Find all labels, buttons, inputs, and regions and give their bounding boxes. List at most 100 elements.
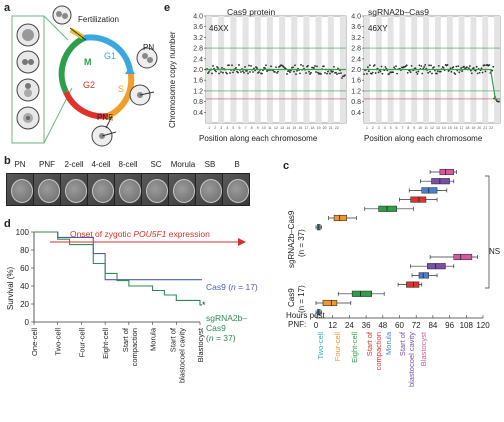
y-tick-label: 80 xyxy=(20,246,29,255)
plot1-xlabel: Position along each chromosome xyxy=(199,134,318,143)
copy-number-point xyxy=(436,70,439,73)
copy-number-point xyxy=(395,65,397,68)
group-label-cas9: Cas9 xyxy=(287,288,296,307)
box-morula xyxy=(421,187,438,194)
panel-label-d: d xyxy=(4,218,11,230)
copy-number-point xyxy=(275,66,277,69)
copy-number-point xyxy=(463,65,465,68)
copy-number-point xyxy=(277,70,279,73)
copy-number-point xyxy=(336,73,338,76)
y-tick-label: 3.6 xyxy=(351,24,361,31)
y-tick-label: 3.2 xyxy=(193,35,203,42)
copy-number-point xyxy=(333,65,335,68)
phase-g1-label: G1 xyxy=(104,51,117,61)
chromosome-tick-label: 8 xyxy=(407,126,409,130)
y-tick-label: 1.2 xyxy=(193,88,203,95)
copy-number-point xyxy=(468,65,471,67)
copy-number-point xyxy=(208,70,210,73)
copy-number-point xyxy=(217,67,219,69)
panel-label-a: a xyxy=(4,2,11,14)
copy-number-point xyxy=(458,71,461,74)
copy-number-point xyxy=(450,70,453,73)
x-tick-group: Four-cell xyxy=(77,328,86,358)
box-start-of-blastocoel-cavity xyxy=(427,263,446,270)
embryo-image-8cell xyxy=(114,173,142,206)
copy-number-point xyxy=(427,71,430,74)
copy-number-point xyxy=(226,72,228,75)
x-tick-label: One-cell xyxy=(30,328,39,356)
sg-series-label: sgRNA2b– Cas9 (n = 37) xyxy=(206,313,248,343)
chromosome-tick-label: 3 xyxy=(378,126,380,130)
stage-label-pn: PN xyxy=(14,160,26,169)
copy-number-point xyxy=(207,72,209,75)
group-n-cas9: (n = 17) xyxy=(297,285,306,313)
copy-number-point xyxy=(476,72,479,75)
copy-number-point xyxy=(308,70,310,73)
copy-number-point xyxy=(454,73,457,76)
copy-number-point xyxy=(433,66,435,68)
survival-chart: 0 20 40 60 80 100 One-cell Two-cell Four-cell Eig… xyxy=(16,228,246,383)
copy-number-point xyxy=(332,70,334,73)
cell-cycle-diagram xyxy=(11,5,158,147)
copy-number-point xyxy=(452,66,455,68)
copy-number-point xyxy=(392,71,395,74)
y-tick-label: 3.2 xyxy=(351,35,361,42)
group-label-sgrna: sgRNA2b–Cas9 xyxy=(287,210,296,268)
copy-number-point xyxy=(480,67,483,70)
chromosome-tick-label: 20 xyxy=(477,126,481,130)
onset-arrow-head xyxy=(238,238,246,246)
copy-number-point xyxy=(320,73,322,75)
x-tick-group: Start of compaction xyxy=(121,327,139,366)
x-tick-label: Eight-cell xyxy=(101,328,110,359)
box-start-of-compaction xyxy=(406,281,420,288)
copy-number-point xyxy=(435,72,438,75)
y-tick-label: 1.2 xyxy=(351,88,361,95)
copy-number-point xyxy=(249,71,251,73)
y-tick-label: 1.6 xyxy=(193,78,203,85)
stage-label: Start of xyxy=(365,331,374,356)
chromosome-tick-label: 22 xyxy=(489,126,493,130)
copy-number-point xyxy=(460,67,463,69)
x-tick-label: 36 xyxy=(362,321,371,330)
chromosome-tick-label: 6 xyxy=(239,126,241,130)
x-tick-label: 12 xyxy=(328,321,337,330)
copy-number-point xyxy=(446,64,449,66)
cas9-series-label: Cas9 (n = 17) xyxy=(206,282,258,292)
copy-number-segment xyxy=(364,68,500,100)
x-tick-group: Eight-cell xyxy=(101,328,110,359)
copy-number-point xyxy=(341,77,343,79)
copy-number-point xyxy=(242,70,244,72)
copy-number-point xyxy=(483,64,486,67)
chromosome-tick-label: 18 xyxy=(311,126,315,130)
x-tick-label: 0 xyxy=(314,321,319,330)
y-tick-label: 2.0 xyxy=(193,67,203,74)
copy-number-point xyxy=(481,71,484,74)
y-tick-label: 4.0 xyxy=(351,14,361,21)
copy-number-point xyxy=(314,65,316,67)
copy-number-point xyxy=(246,70,248,72)
copy-number-point xyxy=(449,67,452,70)
stage-label-group: Four-cell xyxy=(333,332,342,362)
box-blastocyst xyxy=(453,253,473,261)
copy-number-point xyxy=(439,70,442,73)
copy-number-point xyxy=(469,69,472,72)
embryo-image-4cell xyxy=(87,173,115,206)
box-morula xyxy=(418,272,430,279)
chromosome-tick-label: 9 xyxy=(257,126,259,130)
copy-number-point xyxy=(238,64,240,66)
copy-number-point xyxy=(418,64,421,67)
chromosome-tick-label: 1 xyxy=(208,126,210,130)
copy-number-point xyxy=(327,70,329,73)
copy-number-point xyxy=(316,65,318,68)
chromosome-tick-label: 13 xyxy=(280,126,284,130)
chromosome-tick-label: 12 xyxy=(274,126,278,130)
chromosome-tick-label: 11 xyxy=(424,126,428,130)
copy-number-point xyxy=(215,70,217,73)
oocyte-panel-box xyxy=(11,15,45,144)
copy-number-point xyxy=(363,73,365,75)
copy-number-ylabel: Chromosome copy number xyxy=(168,31,177,128)
copy-number-point xyxy=(211,72,213,75)
stage-label-sc: SC xyxy=(150,160,162,169)
copy-number-point xyxy=(335,71,337,74)
embryo-image-morula xyxy=(168,173,196,206)
